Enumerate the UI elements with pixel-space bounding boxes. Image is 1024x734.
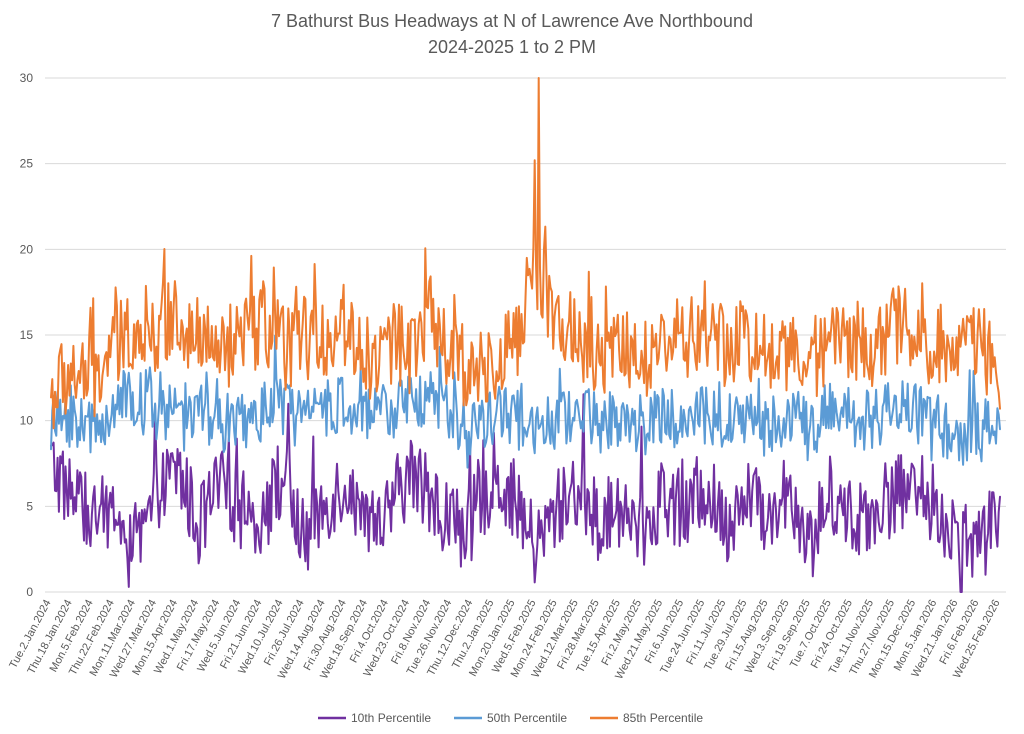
series-lines [50,77,1001,593]
y-tick-label: 0 [26,585,33,599]
legend-label: 50th Percentile [487,711,567,725]
legend-label: 10th Percentile [351,711,431,725]
y-tick-label: 15 [20,328,34,342]
y-tick-label: 20 [20,242,34,256]
chart-title: 7 Bathurst Bus Headways at N of Lawrence… [271,11,753,31]
series-line-50th-percentile [50,334,1001,469]
y-axis-ticks: 0 5 10 15 20 25 30 [20,71,34,599]
y-tick-label: 25 [20,157,34,171]
series-line-85th-percentile [50,77,1001,430]
y-tick-label: 5 [26,499,33,513]
y-tick-label: 10 [20,414,34,428]
chart-subtitle: 2024-2025 1 to 2 PM [428,37,596,57]
legend-label: 85th Percentile [623,711,703,725]
x-axis-ticks: Tue.2.Jan.2024Thu.18.Jan.2024Mon.5.Feb.2… [7,598,1002,682]
legend: 10th Percentile 50th Percentile 85th Perce… [318,711,703,725]
y-tick-label: 30 [20,71,34,85]
series-line-10th-percentile [50,393,1001,593]
